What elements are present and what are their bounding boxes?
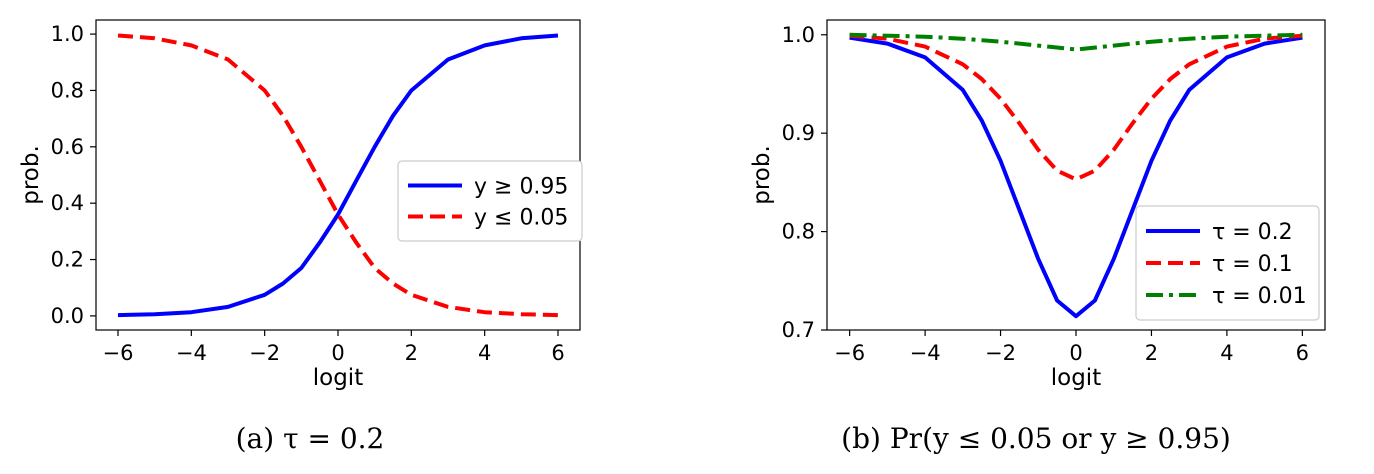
x-tick-label: −4 [176, 341, 207, 365]
legend-label-2: τ = 0.1 [1212, 252, 1293, 277]
x-tick-label: −6 [834, 341, 865, 365]
x-tick-label: 4 [478, 341, 491, 365]
x-tick-label: −4 [910, 341, 941, 365]
x-tick-label: −6 [103, 341, 134, 365]
y-tick-label: 0.7 [782, 318, 815, 342]
y-tick-label: 0.0 [51, 304, 84, 328]
chart-caption: (a) τ = 0.2 [236, 422, 385, 455]
x-tick-label: 4 [1220, 341, 1233, 365]
legend: τ = 0.2 τ = 0.1 τ = 0.01 [1135, 205, 1320, 321]
y-tick-label: 0.4 [51, 191, 84, 215]
legend-label-1: τ = 0.2 [1212, 220, 1293, 245]
y-axis-label: prob. [18, 145, 44, 205]
y-tick-label: 0.9 [782, 121, 815, 145]
legend-box [397, 160, 583, 242]
x-axis-label: logit [1051, 365, 1101, 391]
x-tick-label: −2 [985, 341, 1016, 365]
x-tick-label: 2 [405, 341, 418, 365]
legend: y ≥ 0.95 y ≤ 0.05 [397, 160, 583, 242]
legend-label-1: y ≥ 0.95 [474, 175, 568, 200]
legend-label-2: y ≤ 0.05 [474, 206, 568, 231]
y-tick-label: 1.0 [51, 22, 84, 46]
chart-a: −6 −4 −2 0 2 4 6 0.0 0.2 0.4 0.6 0.8 1.0 logit prob. y … [18, 19, 583, 455]
x-tick-label: −2 [249, 341, 280, 365]
series-line-1 [849, 35, 1303, 319]
y-tick-label: 0.8 [51, 78, 84, 102]
x-tick-label: 0 [1069, 341, 1082, 365]
y-axis-label: prob. [749, 145, 775, 205]
x-axis-label: logit [313, 365, 363, 391]
series-line-1 [117, 33, 559, 318]
x-tick-label: 6 [1296, 341, 1309, 365]
series-line-2 [849, 33, 1303, 182]
x-tick-label: 0 [331, 341, 344, 365]
legend-label-3: τ = 0.01 [1212, 284, 1307, 309]
chart-caption: (b) Pr(y ≤ 0.05 or y ≥ 0.95) [841, 422, 1231, 455]
legend-box [1135, 205, 1320, 321]
x-tick-label: 2 [1145, 341, 1158, 365]
series-line-3 [849, 32, 1303, 52]
series-line-2 [117, 33, 559, 318]
y-tick-label: 0.2 [51, 248, 84, 272]
y-tick-label: 0.8 [782, 220, 815, 244]
y-tick-label: 0.6 [51, 135, 84, 159]
y-tick-label: 1.0 [782, 23, 815, 47]
x-tick-label: 6 [551, 341, 564, 365]
